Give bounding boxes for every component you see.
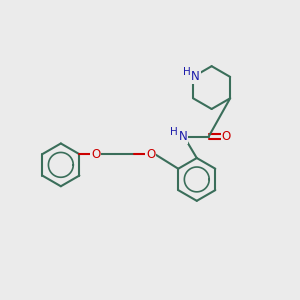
Text: O: O	[146, 148, 155, 161]
Text: H: H	[170, 127, 178, 137]
Text: O: O	[91, 148, 100, 161]
Text: N: N	[178, 130, 187, 143]
Text: H: H	[183, 67, 191, 76]
Text: O: O	[222, 130, 231, 143]
Text: N: N	[191, 70, 200, 83]
